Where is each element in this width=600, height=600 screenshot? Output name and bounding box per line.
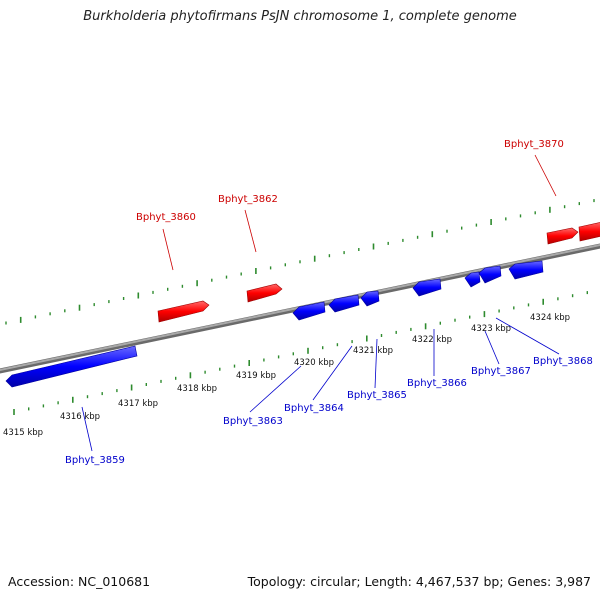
gene-arrow-reverse[interactable] <box>328 294 360 313</box>
tick-label: 4315 kbp <box>3 428 43 438</box>
gene-label[interactable]: Bphyt_3859 <box>65 455 125 466</box>
tick-label: 4318 kbp <box>177 384 217 394</box>
map-title: Burkholderia phytofirmans PsJN chromosom… <box>83 9 517 24</box>
gene-arrow-reverse[interactable] <box>292 301 326 321</box>
gene-arrow-reverse[interactable] <box>508 260 544 280</box>
gene-arrow-reverse[interactable] <box>5 345 138 388</box>
gene-label[interactable]: Bphyt_3865 <box>347 390 407 401</box>
tick-label: 4324 kbp <box>530 313 570 323</box>
gene-label-leaders <box>81 154 560 452</box>
reverse-tick-marks <box>13 291 588 415</box>
tick-label: 4316 kbp <box>60 412 100 422</box>
kbp-tick-labels: 4315 kbp 4316 kbp 4317 kbp 4318 kbp 4319… <box>3 313 570 438</box>
gene-arrow-reverse[interactable] <box>412 278 442 297</box>
gene-arrow-forward[interactable] <box>246 283 283 303</box>
genome-summary-text: Topology: circular; Length: 4,467,537 bp… <box>247 574 591 589</box>
tick-label: 4320 kbp <box>294 358 334 368</box>
gene-arrow-reverse[interactable] <box>360 290 380 307</box>
gene-arrow-forward[interactable] <box>578 222 600 242</box>
tick-label: 4319 kbp <box>236 371 276 381</box>
gene-arrow-forward[interactable] <box>157 300 210 323</box>
accession-text: Accession: NC_010681 <box>8 574 151 589</box>
gene-arrow-forward[interactable] <box>546 227 579 245</box>
tick-label: 4323 kbp <box>471 324 511 334</box>
tick-label: 4321 kbp <box>353 346 393 356</box>
gene-arrow-reverse[interactable] <box>464 271 481 288</box>
gene-label[interactable]: Bphyt_3864 <box>284 403 344 414</box>
gene-label[interactable]: Bphyt_3863 <box>223 416 283 427</box>
gene-label[interactable]: Bphyt_3870 <box>504 139 564 150</box>
gene-labels: Bphyt_3860 Bphyt_3862 Bphyt_3870 Bphyt_3… <box>65 139 593 466</box>
gene-arrow-reverse[interactable] <box>478 265 502 284</box>
tick-label: 4317 kbp <box>118 399 158 409</box>
reverse-strand-genes <box>5 260 544 388</box>
gene-label[interactable]: Bphyt_3860 <box>136 212 196 223</box>
gene-label[interactable]: Bphyt_3868 <box>533 356 593 367</box>
gene-label[interactable]: Bphyt_3862 <box>218 194 278 205</box>
gene-label[interactable]: Bphyt_3866 <box>407 378 467 389</box>
forward-strand-genes <box>157 222 600 323</box>
gene-label[interactable]: Bphyt_3867 <box>471 366 531 377</box>
forward-tick-marks <box>5 199 595 325</box>
tick-label: 4322 kbp <box>412 335 452 345</box>
